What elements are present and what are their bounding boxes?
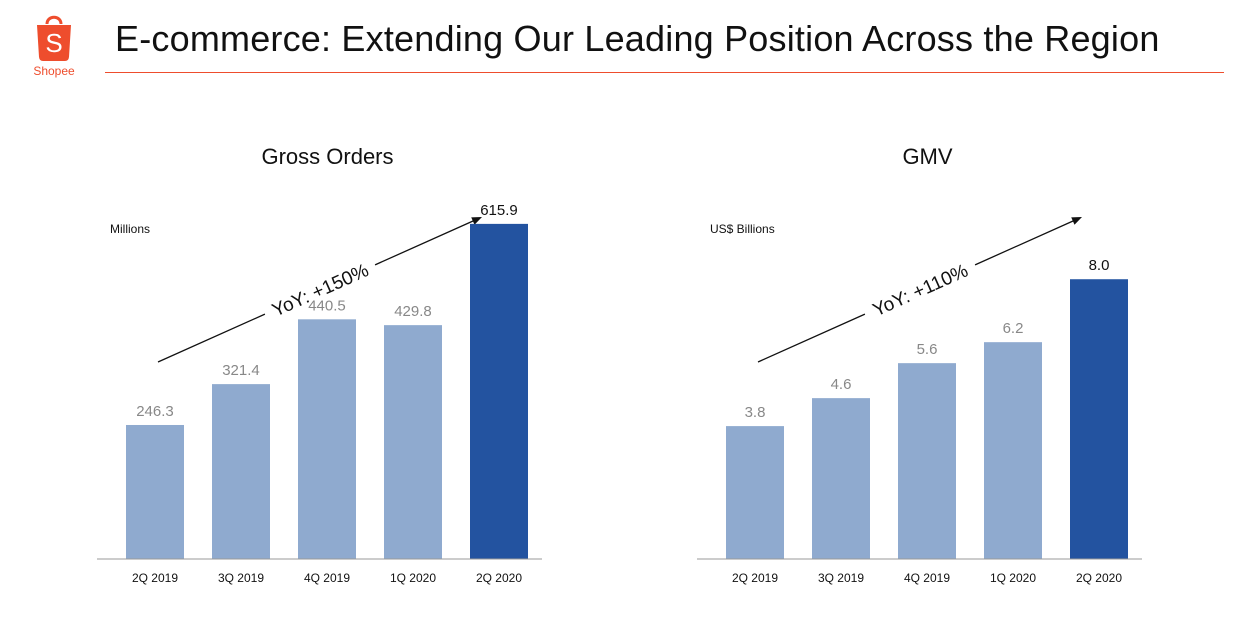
chart-title: Gross Orders (261, 144, 394, 169)
bar (384, 325, 442, 559)
category-tick-label: 2Q 2020 (476, 571, 522, 585)
title-divider (105, 72, 1224, 73)
data-label: 3.8 (745, 404, 766, 421)
bar (812, 398, 870, 559)
trend-arrow-line (157, 313, 266, 363)
bar (212, 384, 270, 559)
data-label: 246.3 (136, 403, 174, 420)
category-tick-label: 4Q 2019 (304, 571, 350, 585)
data-label: 6.2 (1003, 320, 1024, 337)
category-tick-label: 4Q 2019 (904, 571, 950, 585)
unit-label: Millions (110, 222, 151, 236)
data-label: 8.0 (1089, 257, 1110, 274)
data-label: 440.5 (308, 297, 346, 314)
chart-title: GMV (902, 144, 953, 169)
unit-label: US$ Billions (710, 222, 775, 236)
bar (898, 363, 956, 559)
arrow-head-icon (471, 217, 482, 225)
data-label: 429.8 (394, 303, 432, 320)
trend-arrow-line (757, 313, 866, 363)
data-label: 321.4 (222, 362, 260, 379)
page-title: E-commerce: Extending Our Leading Positi… (115, 18, 1160, 59)
bar (126, 424, 184, 559)
trend-arrow-line (374, 219, 475, 266)
data-label: 5.6 (917, 341, 938, 358)
bar (726, 426, 784, 559)
logo-glyph: S (45, 28, 62, 58)
data-label: 4.6 (831, 376, 852, 393)
bar (298, 319, 356, 559)
shopping-bag-icon: S (37, 15, 71, 61)
category-tick-label: 1Q 2020 (390, 571, 436, 585)
gmv-plot: YoY: +110% 3.8 2Q 2019 4.6 3Q 2019 5.6 4Q 2019… (697, 217, 1142, 585)
gmv-chart: GMV US$ Billions YoY: +110% 3.8 2Q 2019 4.6… (665, 130, 1225, 600)
category-tick-label: 2Q 2019 (732, 571, 778, 585)
arrow-head-icon (1071, 217, 1082, 225)
bar (1070, 279, 1128, 559)
category-tick-label: 1Q 2020 (990, 571, 1036, 585)
data-label: 615.9 (480, 202, 518, 219)
yoy-annotation: YoY: +110% (870, 260, 972, 321)
category-tick-label: 3Q 2019 (818, 571, 864, 585)
shopee-logo: S Shopee (28, 12, 80, 82)
category-tick-label: 2Q 2019 (132, 571, 178, 585)
bar (470, 223, 528, 559)
trend-arrow-line (974, 219, 1075, 266)
bar (984, 342, 1042, 559)
gross-orders-chart: Gross Orders Millions YoY: +150% 246.3 2Q … (65, 130, 625, 600)
category-tick-label: 3Q 2019 (218, 571, 264, 585)
logo-text: Shopee (33, 64, 75, 78)
category-tick-label: 2Q 2020 (1076, 571, 1122, 585)
